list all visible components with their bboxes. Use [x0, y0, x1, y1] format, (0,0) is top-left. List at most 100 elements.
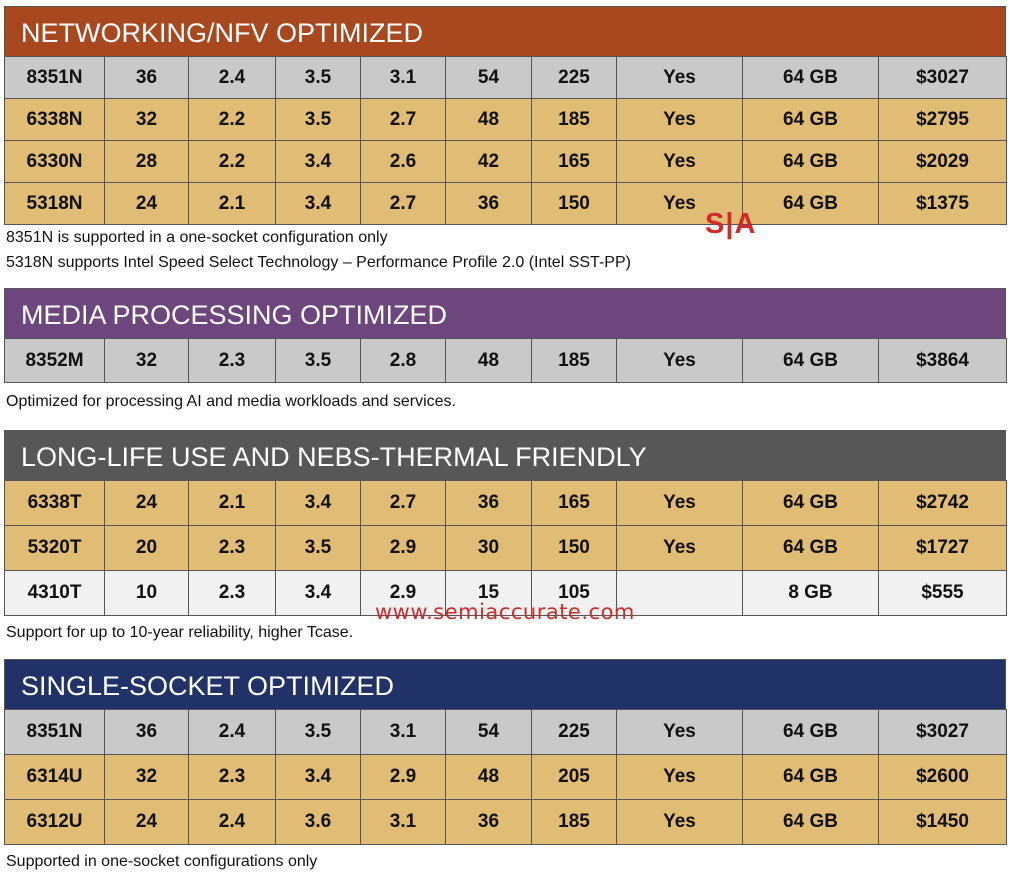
table-cell: 32 [104, 98, 189, 141]
media-table: 8352M 32 2.3 3.5 2.8 48 185 Yes 64 GB $3864 [4, 338, 1007, 383]
table-cell: Yes [616, 182, 743, 225]
table-cell: 105 [531, 570, 617, 616]
networking-section: NETWORKING/NFV OPTIMIZED 8351N 36 2.4 3.5 3.… [4, 6, 1007, 225]
table-cell: 2.8 [360, 338, 446, 383]
table-row: 8351N 36 2.4 3.5 3.1 54 225 Yes 64 GB $3027 [4, 56, 1007, 99]
table-cell: 3.1 [360, 56, 446, 99]
table-cell: 2.4 [188, 799, 276, 845]
table-cell: 3.6 [275, 799, 361, 845]
table-cell: 2.2 [188, 140, 276, 183]
table-cell: 205 [531, 754, 617, 800]
table-cell: 28 [104, 140, 189, 183]
table-cell: 48 [445, 754, 532, 800]
single-note: Supported in one-socket configurations o… [6, 853, 318, 870]
networking-header: NETWORKING/NFV OPTIMIZED [4, 6, 1006, 56]
table-cell: 24 [104, 182, 189, 225]
table-cell: 225 [531, 709, 617, 755]
media-header: MEDIA PROCESSING OPTIMIZED [4, 288, 1006, 338]
table-cell: 3.5 [275, 338, 361, 383]
table-cell: 3.4 [275, 754, 361, 800]
table-cell: 3.4 [275, 570, 361, 616]
table-cell: 185 [531, 98, 617, 141]
table-cell: 2.3 [188, 525, 276, 571]
table-cell: $3027 [878, 709, 1007, 755]
table-cell: 32 [104, 338, 189, 383]
table-cell: 2.4 [188, 709, 276, 755]
table-cell: 64 GB [742, 709, 879, 755]
table-cell: 36 [104, 709, 189, 755]
table-cell: 165 [531, 480, 617, 526]
table-cell: $1727 [878, 525, 1007, 571]
networking-note-1: 8351N is supported in a one-socket confi… [6, 229, 388, 246]
single-header: SINGLE-SOCKET OPTIMIZED [4, 659, 1006, 709]
table-cell: 32 [104, 754, 189, 800]
table-cell: $2029 [878, 140, 1007, 183]
table-cell: 30 [445, 525, 532, 571]
table-cell: 3.5 [275, 56, 361, 99]
table-row: 6312U 24 2.4 3.6 3.1 36 185 Yes 64 GB $1450 [4, 799, 1007, 845]
table-cell: 64 GB [742, 56, 879, 99]
table-cell: 64 GB [742, 525, 879, 571]
table-cell: 36 [445, 799, 532, 845]
table-cell: 36 [445, 182, 532, 225]
table-cell: 6338N [4, 98, 105, 141]
table-cell: $1375 [878, 182, 1007, 225]
table-cell: 4310T [4, 570, 105, 616]
table-cell: 2.7 [360, 480, 446, 526]
table-cell: 64 GB [742, 140, 879, 183]
table-cell: 36 [104, 56, 189, 99]
table-cell: 64 GB [742, 182, 879, 225]
table-cell: 8351N [4, 709, 105, 755]
table-cell: 2.7 [360, 98, 446, 141]
table-cell: 185 [531, 338, 617, 383]
table-cell: 24 [104, 480, 189, 526]
table-cell: 36 [445, 480, 532, 526]
table-cell: 64 GB [742, 799, 879, 845]
table-cell: 3.5 [275, 98, 361, 141]
table-cell: Yes [616, 338, 743, 383]
table-cell: Yes [616, 799, 743, 845]
table-cell: 5318N [4, 182, 105, 225]
table-cell: $2600 [878, 754, 1007, 800]
table-cell: 5320T [4, 525, 105, 571]
table-cell: 64 GB [742, 98, 879, 141]
table-cell: 6312U [4, 799, 105, 845]
table-cell: 150 [531, 525, 617, 571]
table-cell: 48 [445, 98, 532, 141]
table-cell: 64 GB [742, 480, 879, 526]
table-cell: 3.4 [275, 480, 361, 526]
table-cell: 2.3 [188, 570, 276, 616]
table-cell: 2.4 [188, 56, 276, 99]
table-cell: 3.5 [275, 525, 361, 571]
table-cell: $2742 [878, 480, 1007, 526]
table-cell: 2.1 [188, 182, 276, 225]
table-cell: 8 GB [742, 570, 879, 616]
networking-note-2: 5318N supports Intel Speed Select Techno… [6, 254, 631, 271]
table-cell: 3.4 [275, 182, 361, 225]
table-cell: 6314U [4, 754, 105, 800]
table-cell: 54 [445, 709, 532, 755]
watermark-url: www.semiaccurate.com [375, 600, 635, 624]
table-cell: Yes [616, 754, 743, 800]
table-cell: 54 [445, 56, 532, 99]
table-cell: Yes [616, 56, 743, 99]
longlife-note: Support for up to 10-year reliability, h… [6, 624, 354, 641]
table-cell: 15 [445, 570, 532, 616]
table-cell: Yes [616, 480, 743, 526]
table-cell: 2.9 [360, 570, 446, 616]
table-cell: Yes [616, 140, 743, 183]
table-cell: Yes [616, 98, 743, 141]
table-cell: $555 [878, 570, 1007, 616]
table-cell: 2.7 [360, 182, 446, 225]
table-cell: 2.2 [188, 98, 276, 141]
table-cell: $1450 [878, 799, 1007, 845]
table-cell: 64 GB [742, 754, 879, 800]
table-cell: 165 [531, 140, 617, 183]
table-cell: 42 [445, 140, 532, 183]
table-row: 8351N 36 2.4 3.5 3.1 54 225 Yes 64 GB $3027 [4, 709, 1007, 755]
table-cell: $3864 [878, 338, 1007, 383]
longlife-header: LONG-LIFE USE AND NEBS-THERMAL FRIENDLY [4, 430, 1006, 480]
table-cell: 3.1 [360, 709, 446, 755]
table-cell: 185 [531, 799, 617, 845]
table-cell: 2.3 [188, 338, 276, 383]
